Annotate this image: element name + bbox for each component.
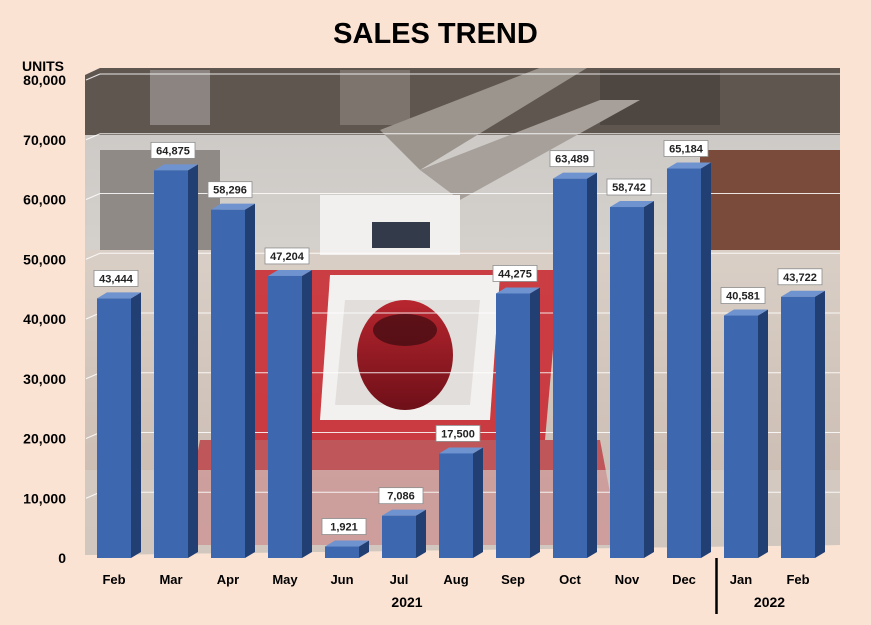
bar xyxy=(268,275,302,558)
data-label-box xyxy=(606,178,652,196)
bar-top xyxy=(154,164,198,171)
bar xyxy=(325,546,359,558)
data-label: 65,184 xyxy=(669,144,704,156)
bar-top xyxy=(667,162,711,169)
bar-side xyxy=(644,201,654,559)
bar-side xyxy=(530,287,540,558)
bar xyxy=(553,178,587,558)
data-label: 58,296 xyxy=(213,185,247,197)
y-tick-label: 30,000 xyxy=(23,371,66,387)
data-label-box xyxy=(777,268,823,286)
bar-side xyxy=(245,203,255,558)
bar-top xyxy=(724,309,768,316)
data-label: 64,875 xyxy=(156,145,190,157)
bar xyxy=(439,453,473,558)
y-tick-label: 50,000 xyxy=(23,251,66,267)
bar-top xyxy=(211,203,255,210)
gridline-depth xyxy=(85,252,101,260)
data-label-box xyxy=(207,181,253,199)
data-label-box xyxy=(321,518,367,535)
x-tick-label: Apr xyxy=(217,572,239,587)
data-label-box xyxy=(663,140,709,157)
x-tick-label: Nov xyxy=(615,572,640,587)
y-tick-label: 70,000 xyxy=(23,132,66,148)
x-tick-label: Aug xyxy=(443,572,468,587)
data-label: 43,444 xyxy=(99,273,134,285)
gridline-depth xyxy=(85,133,101,141)
data-label: 63,489 xyxy=(555,154,589,166)
y-tick-label: 60,000 xyxy=(23,192,66,208)
data-label: 47,204 xyxy=(270,251,305,263)
year-label: 2022 xyxy=(754,594,785,610)
bar-top xyxy=(325,540,369,547)
y-axis-unit-label: UNITS xyxy=(22,58,64,74)
x-tick-label: Feb xyxy=(786,572,809,587)
bar-side xyxy=(701,162,711,558)
y-tick-label: 20,000 xyxy=(23,431,66,447)
data-label-box xyxy=(435,425,481,442)
x-tick-label: Jan xyxy=(730,572,752,587)
bar-top xyxy=(268,269,312,276)
bar-top xyxy=(610,201,654,208)
x-tick-label: Jun xyxy=(330,572,353,587)
bar-top xyxy=(97,292,141,299)
bar-top xyxy=(382,509,426,516)
x-tick-label: Sep xyxy=(501,572,525,587)
bar-side xyxy=(302,269,312,558)
x-tick-label: Dec xyxy=(672,572,696,587)
x-tick-label: Oct xyxy=(559,572,581,587)
bar-top xyxy=(439,447,483,454)
bar-side xyxy=(188,164,198,558)
y-tick-label: 0 xyxy=(58,550,66,566)
y-tick-label: 10,000 xyxy=(23,490,66,506)
x-tick-label: Feb xyxy=(102,572,125,587)
bar-side xyxy=(131,292,141,558)
data-label-box xyxy=(720,287,766,304)
bar xyxy=(382,515,416,558)
data-label-box xyxy=(378,487,424,505)
data-label: 43,722 xyxy=(783,272,817,284)
data-label-box xyxy=(549,150,595,168)
gridline-depth xyxy=(85,193,101,200)
bar-side xyxy=(815,290,825,558)
year-label: 2021 xyxy=(391,594,422,610)
chart-title: SALES TREND xyxy=(333,18,538,50)
data-label: 44,275 xyxy=(498,268,532,280)
bar xyxy=(724,315,758,558)
bar-side xyxy=(473,447,483,558)
data-label-box xyxy=(264,247,310,265)
bar-top xyxy=(496,287,540,294)
bar-top xyxy=(781,290,825,297)
gridline-depth xyxy=(85,73,101,81)
x-tick-label: Jul xyxy=(390,572,409,587)
data-label: 40,581 xyxy=(726,291,760,303)
data-label-box xyxy=(150,141,196,159)
y-tick-label: 40,000 xyxy=(23,311,66,327)
data-label: 58,742 xyxy=(612,182,646,194)
bar-side xyxy=(416,509,426,558)
bar-side xyxy=(587,172,597,558)
bar-top xyxy=(553,172,597,179)
bar xyxy=(496,293,530,558)
bar-side xyxy=(359,540,369,558)
bar xyxy=(154,170,188,558)
x-tick-label: Mar xyxy=(159,572,182,587)
data-label-box xyxy=(492,265,538,282)
y-tick-label: 80,000 xyxy=(23,72,66,88)
bar xyxy=(781,296,815,558)
bar xyxy=(667,168,701,558)
mall-photo-background xyxy=(85,68,840,555)
data-label-box xyxy=(93,270,139,287)
bar xyxy=(610,207,644,559)
x-tick-label: May xyxy=(272,572,298,587)
bar xyxy=(211,209,245,558)
data-label: 1,921 xyxy=(330,522,358,534)
data-label: 17,500 xyxy=(441,428,475,440)
bar xyxy=(97,298,131,558)
data-label: 7,086 xyxy=(387,491,415,503)
bar-side xyxy=(758,309,768,558)
